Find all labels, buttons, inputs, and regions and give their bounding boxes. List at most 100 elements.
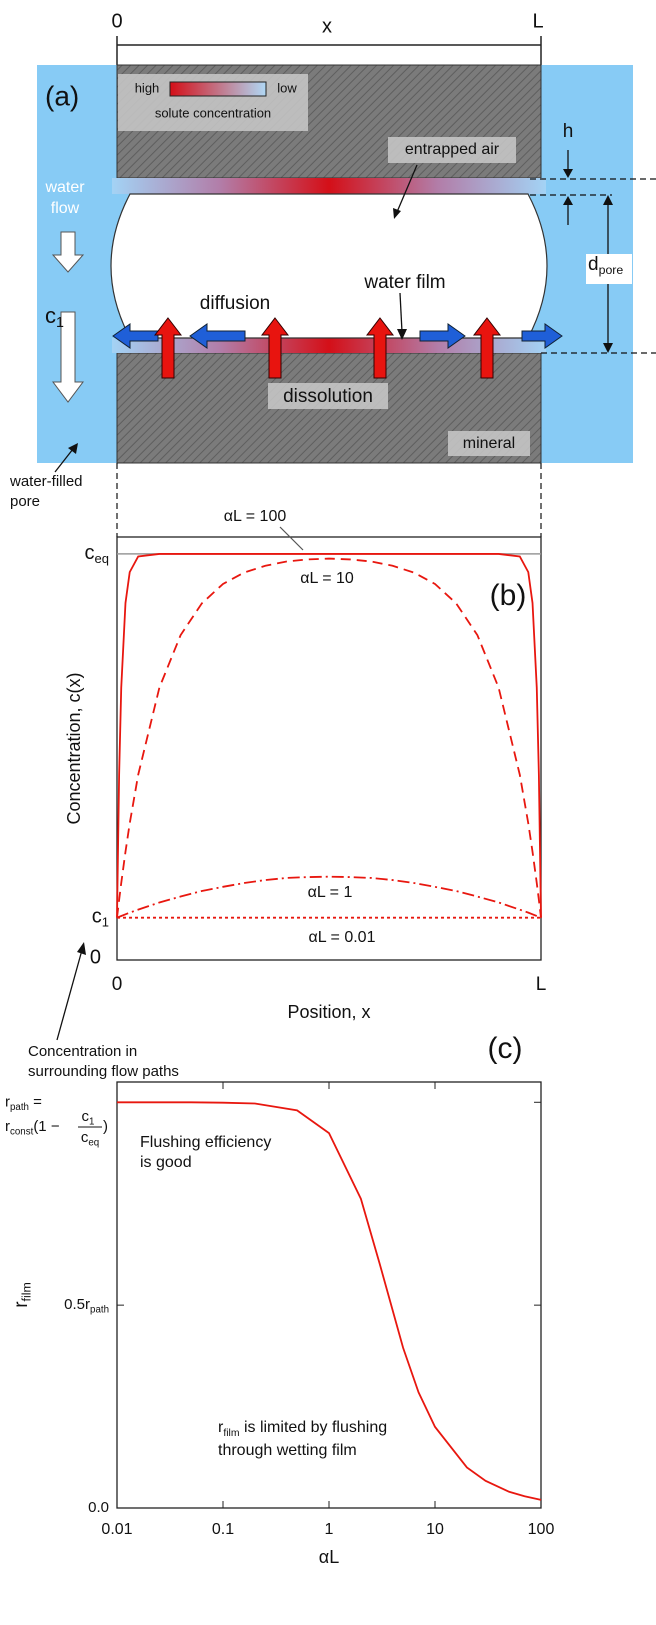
rate-denominator-part: c — [81, 1129, 89, 1146]
note: is good — [140, 1154, 192, 1171]
x-tick-label: 0.1 — [212, 1521, 234, 1538]
panel-label: (b) — [490, 579, 527, 612]
rate-expression-part: (1 − — [33, 1118, 60, 1135]
rate-numerator-part: 1 — [89, 1116, 94, 1127]
d-pore-head — [603, 343, 613, 353]
series-label: αL = 0.01 — [309, 929, 376, 946]
dimension-lines — [116, 178, 656, 537]
annotation: surrounding flow paths — [28, 1063, 179, 1080]
diffusion-arrow — [419, 323, 466, 349]
note: Flushing efficiency — [140, 1134, 271, 1151]
y-tick-label-part: 0.5r — [64, 1296, 90, 1313]
x-tick-label: 0.01 — [101, 1521, 132, 1538]
pointer-head — [68, 443, 78, 454]
flow-arrow — [51, 231, 85, 273]
span-end-label: L — [532, 10, 543, 32]
pointer — [56, 949, 83, 1041]
pointer — [399, 292, 403, 333]
series-label: αL = 100 — [224, 508, 287, 525]
panel-a: 0 x L high low solute concentration (a) … — [9, 10, 656, 537]
diffusion-arrow — [112, 323, 159, 349]
annotation: Concentration in — [28, 1043, 137, 1060]
x-tick-label: 0 — [112, 974, 123, 995]
dissolution: dissolution — [283, 386, 373, 407]
d-pore-bg — [586, 254, 632, 284]
rate-expression: rconst(1 − — [5, 1118, 60, 1137]
series-line — [116, 557, 542, 918]
span-start: 0 — [111, 10, 122, 32]
legend-caption: solute concentration — [155, 105, 271, 120]
y-axis-label: rfilm — [11, 1282, 34, 1308]
diffusion-arrow — [521, 323, 563, 349]
diffusion-arrow — [189, 323, 246, 349]
note-part: film — [223, 1428, 239, 1439]
series-label: αL = 1 — [308, 884, 353, 901]
x-tick-label: 1 — [325, 1521, 334, 1538]
film — [112, 338, 546, 353]
legend-gradient — [169, 81, 267, 97]
y-tick-label: 0.0 — [88, 1499, 109, 1516]
series-line — [116, 553, 542, 918]
dissolution-arrow — [260, 317, 290, 379]
x-tick-label: 10 — [426, 1521, 444, 1538]
water-filled-pore: water-filled — [9, 473, 83, 490]
c1-sub: 1 — [56, 315, 64, 331]
pointer-head — [397, 329, 407, 340]
rate-close: ) — [103, 1118, 108, 1135]
y-tick-label-part: path — [90, 1304, 109, 1315]
water-flow: water — [44, 179, 85, 196]
note-part: is limited by flushing — [240, 1419, 388, 1436]
h-arrow-head — [563, 169, 573, 178]
y-tick-label: rpath = — [5, 1093, 42, 1112]
diffusion: diffusion — [200, 293, 270, 314]
dissolution-arrow — [472, 317, 502, 379]
pointer — [54, 448, 74, 473]
series-line — [117, 1101, 542, 1501]
y-tick-label-part: = — [29, 1093, 42, 1110]
x-tick-label: L — [536, 974, 547, 995]
rate-expression-part: const — [10, 1126, 34, 1137]
label-box — [268, 383, 388, 409]
y-tick-label-part: c — [92, 906, 102, 928]
d-pore-label: dpore — [588, 254, 623, 277]
y-tick-label: 0 — [90, 946, 101, 968]
d-pore-sub: pore — [599, 263, 624, 277]
y-tick-label: c1 — [92, 906, 109, 930]
entrapped-air: entrapped air — [405, 141, 500, 158]
y-axis-label-part: r — [11, 1301, 32, 1308]
mineral: mineral — [463, 435, 515, 452]
legend-low: low — [277, 80, 297, 95]
y-tick-label-part: 1 — [102, 915, 109, 930]
label-box — [388, 137, 516, 163]
x-axis-label: αL — [319, 1547, 339, 1567]
plot-frame — [116, 536, 542, 961]
x-axis-label: Position, x — [287, 1002, 370, 1022]
pointer-head — [393, 208, 401, 219]
note-part: r — [218, 1419, 224, 1436]
y-tick-label-part: path — [10, 1101, 29, 1112]
water-flow: flow — [51, 200, 80, 217]
water-film: water film — [363, 272, 445, 293]
y-tick-label-part: r — [5, 1093, 10, 1110]
y-tick-label-part: eq — [95, 551, 109, 566]
c1-label: c1 — [45, 303, 64, 331]
d-pore-symbol: d — [588, 254, 599, 275]
d-pore-head — [603, 195, 613, 205]
series-label: αL = 10 — [300, 570, 354, 587]
dissolution-arrow — [365, 317, 395, 379]
y-tick-label-part: c — [85, 542, 95, 564]
h-arrow-head — [563, 196, 573, 205]
pointer — [279, 526, 304, 551]
rate-numerator-part: c — [82, 1108, 90, 1125]
dissolution-arrows — [153, 317, 502, 379]
diffusion-arrows — [112, 323, 563, 349]
pointer-head — [77, 942, 86, 955]
legend-high: high — [135, 80, 160, 95]
x-tick-label: 100 — [528, 1521, 555, 1538]
air-bubble — [110, 193, 548, 339]
y-axis-label-part: film — [20, 1282, 34, 1301]
film — [112, 178, 546, 194]
